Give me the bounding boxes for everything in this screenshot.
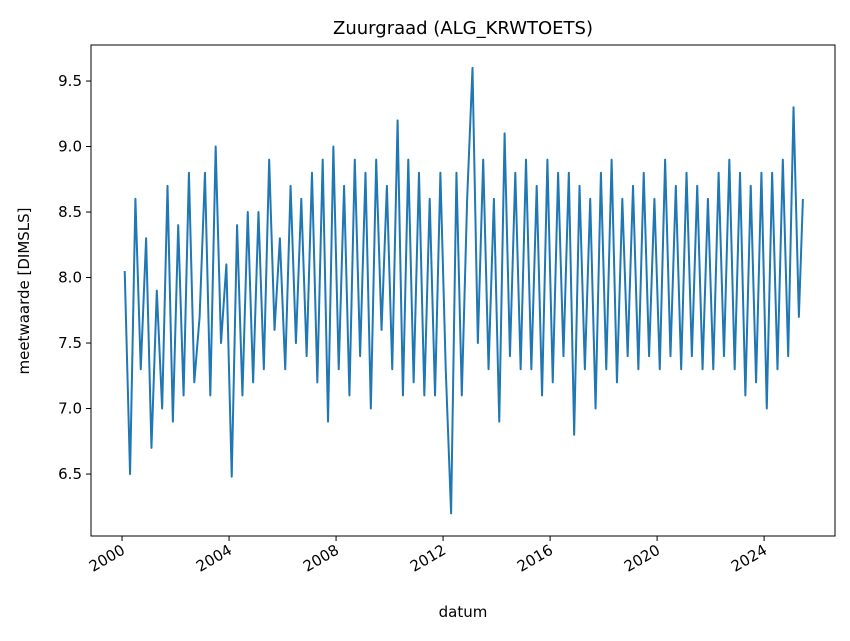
- y-tick-label: 6.5: [58, 465, 82, 483]
- y-tick-label: 8.0: [58, 269, 82, 287]
- y-tick-label: 9.5: [58, 72, 82, 90]
- x-axis-label: datum: [439, 603, 488, 621]
- y-tick-label: 7.5: [58, 334, 82, 352]
- y-axis-label: meetwaarde [DIMSLS]: [15, 207, 33, 374]
- chart-title: Zuurgraad (ALG_KRWTOETS): [333, 18, 593, 39]
- y-tick-label: 8.5: [58, 203, 82, 221]
- plot-frame: [90, 44, 836, 537]
- data-line: [123, 66, 804, 515]
- y-tick-label: 7.0: [58, 400, 82, 418]
- y-tick-label: 9.0: [58, 138, 82, 156]
